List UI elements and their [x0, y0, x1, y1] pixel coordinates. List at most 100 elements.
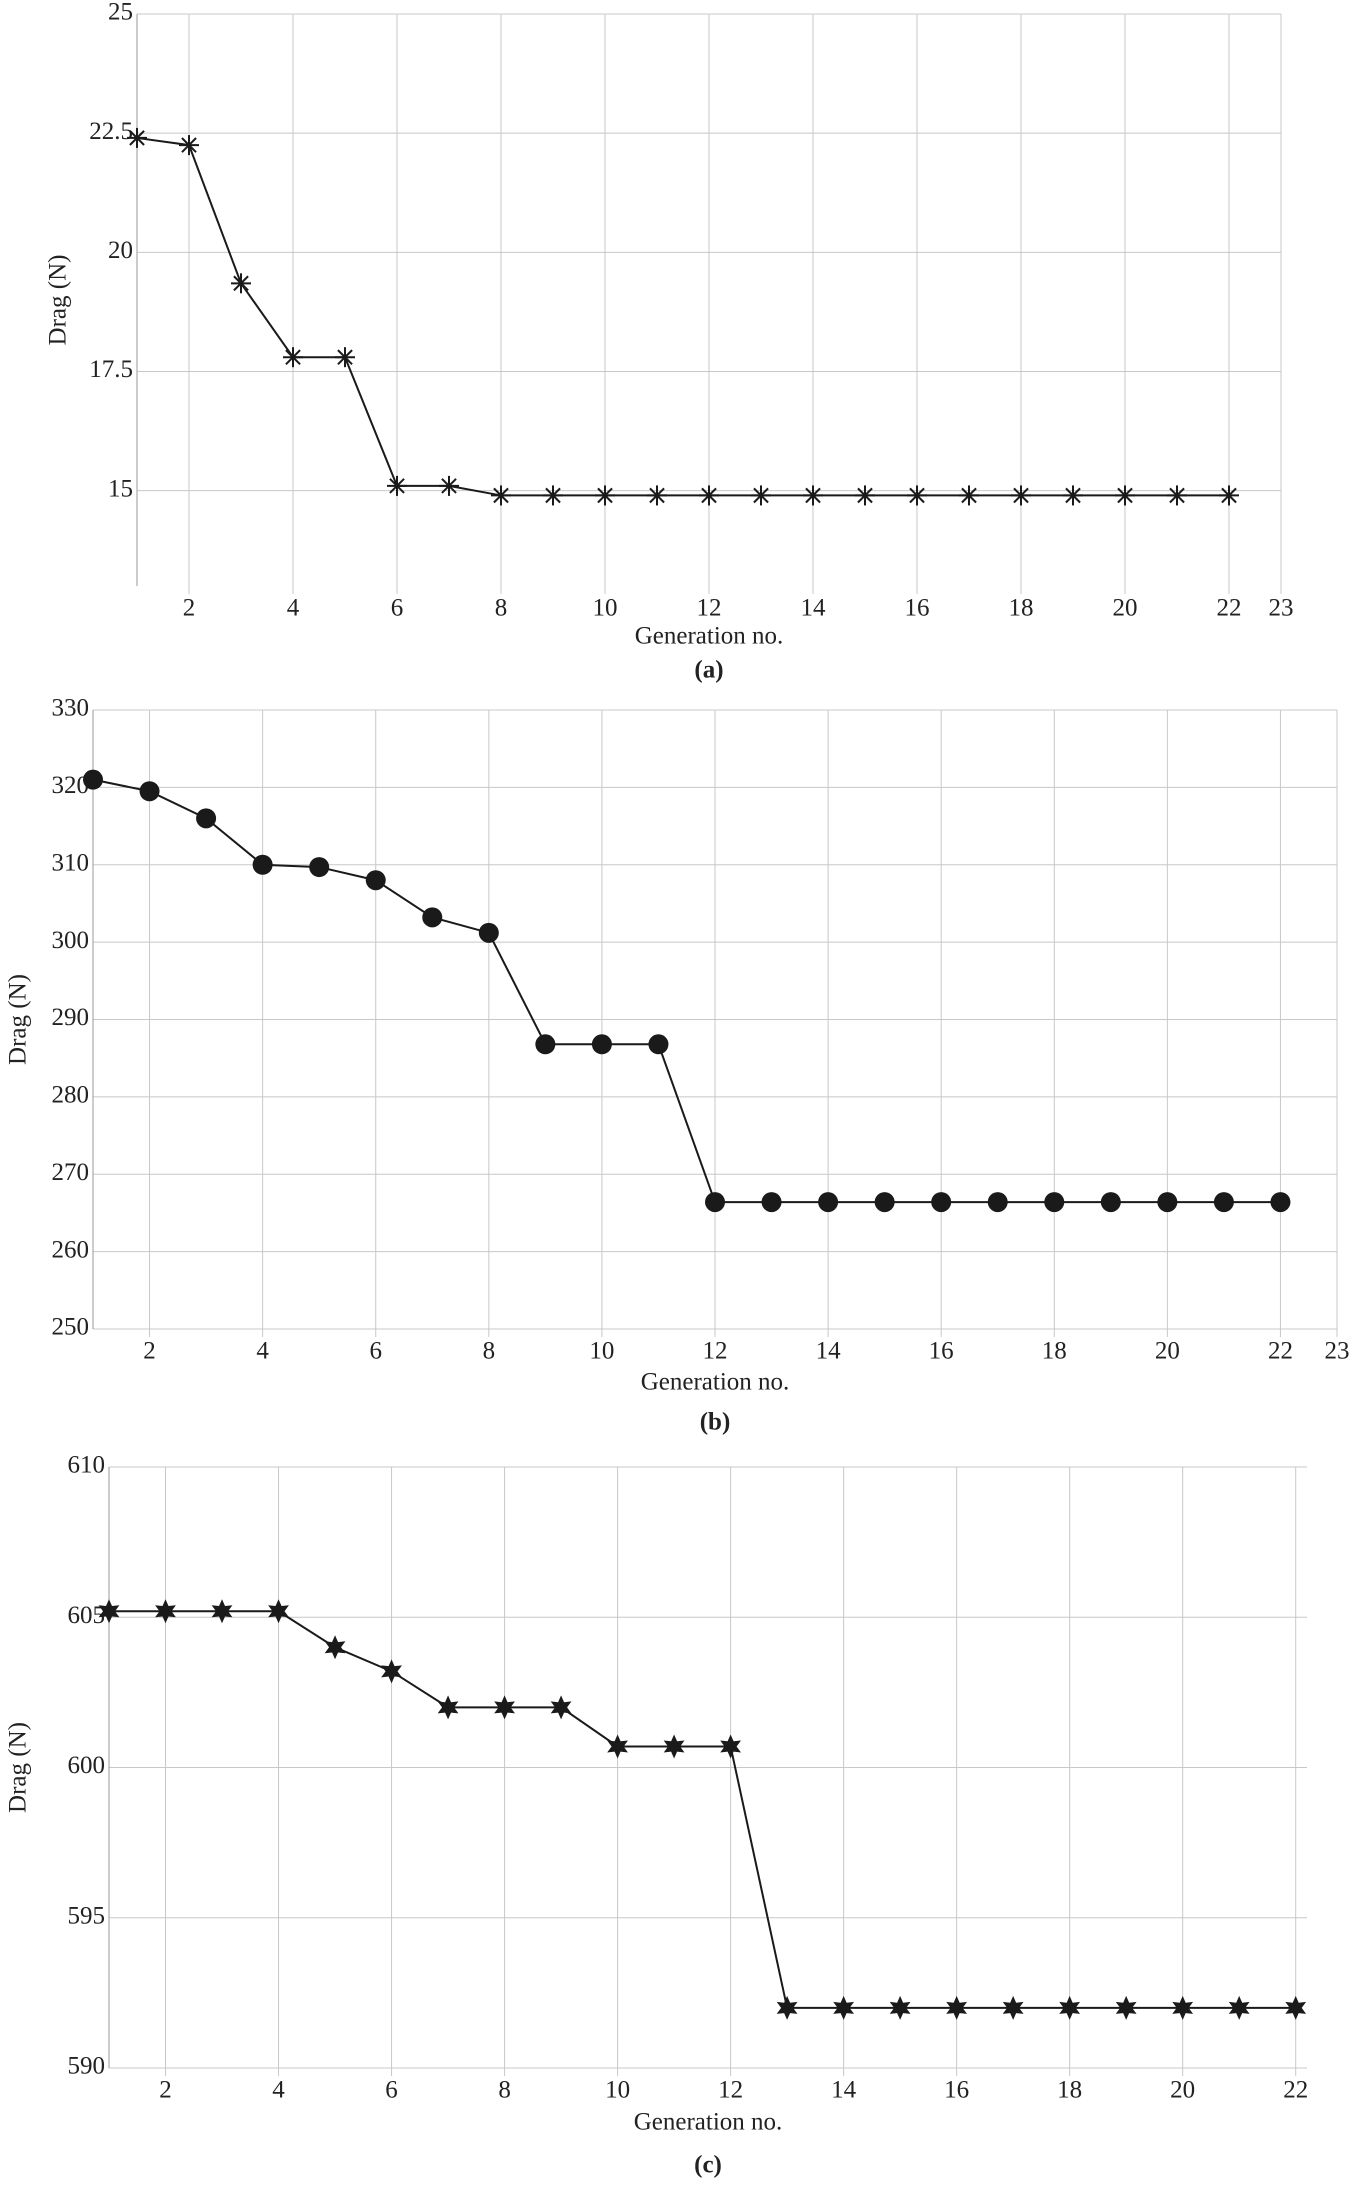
x-tick-label: 4 — [287, 595, 300, 622]
data-point — [127, 127, 147, 148]
data-line — [136, 136, 1229, 497]
x-tick-label: 20 — [1155, 1338, 1180, 1365]
data-point — [705, 1192, 725, 1213]
x-tick-label: 16 — [905, 595, 930, 622]
data-point — [1002, 1995, 1024, 2020]
x-tick-label: 22 — [1217, 595, 1242, 622]
x-tick-label: 6 — [385, 2077, 398, 2104]
y-tick-label: 595 — [68, 1902, 106, 1929]
data-point — [1115, 1995, 1137, 2020]
data-point — [155, 1599, 176, 1624]
data-point — [595, 485, 615, 506]
data-point — [720, 1734, 741, 1759]
data-point — [437, 1695, 459, 1720]
y-tick-label: 600 — [68, 1752, 106, 1779]
data-point — [1044, 1192, 1065, 1213]
panel-label: (a) — [694, 657, 723, 684]
x-axis-label: Generation no. — [634, 2109, 783, 2136]
x-tick-label: 18 — [1057, 2077, 1082, 2104]
x-tick-label: 8 — [498, 2077, 511, 2104]
data-point — [543, 485, 563, 506]
data-point — [439, 475, 459, 496]
y-tick-label: 17.5 — [89, 356, 133, 383]
y-tick-label: 25 — [108, 0, 133, 26]
x-tick-label: 6 — [369, 1338, 382, 1365]
x-tick-label: 14 — [801, 595, 827, 622]
data-point — [855, 485, 875, 506]
data-point — [648, 1034, 669, 1055]
x-tick-label: 12 — [703, 1338, 728, 1365]
x-tick-label: 6 — [391, 595, 404, 622]
x-axis-label: Generation no. — [635, 623, 784, 650]
x-tick-label: 12 — [697, 595, 722, 622]
data-point — [1063, 485, 1083, 506]
data-point — [1115, 485, 1135, 506]
data-point — [1270, 1192, 1291, 1213]
data-point — [1213, 1192, 1234, 1213]
data-point — [591, 1034, 612, 1055]
y-tick-label: 270 — [52, 1159, 90, 1186]
data-point — [98, 1599, 120, 1624]
y-tick-label: 320 — [52, 772, 90, 799]
data-point — [283, 347, 303, 368]
data-point — [252, 854, 273, 875]
x-tick-label: 10 — [605, 2077, 630, 2104]
data-point — [324, 1635, 346, 1660]
y-tick-label: 15 — [108, 475, 133, 502]
data-point — [776, 1995, 798, 2020]
data-point — [889, 1995, 911, 2020]
data-point — [818, 1192, 839, 1213]
y-axis-label: Drag (N) — [5, 974, 32, 1065]
y-axis-label: Drag (N) — [45, 255, 72, 346]
data-point — [1167, 485, 1187, 506]
data-point — [381, 1659, 402, 1684]
data-point — [833, 1995, 855, 2020]
data-line — [92, 778, 1281, 1204]
x-tick-label: 2 — [159, 2077, 172, 2104]
data-point — [179, 135, 199, 156]
x-tick-label: 22 — [1283, 2077, 1308, 2104]
data-point — [550, 1695, 572, 1720]
data-point — [761, 1192, 782, 1213]
x-tick-label: 23 — [1269, 595, 1294, 622]
panel-label: (b) — [700, 1409, 731, 1436]
x-tick-label: 23 — [1325, 1338, 1350, 1365]
data-point — [946, 1995, 968, 2020]
x-tick-label: 2 — [183, 595, 196, 622]
y-tick-label: 290 — [52, 1004, 90, 1031]
data-point — [387, 475, 407, 496]
data-point — [1219, 485, 1239, 506]
y-axis-label: Drag (N) — [5, 1722, 32, 1813]
data-point — [751, 485, 771, 506]
data-point — [139, 781, 160, 802]
data-point — [83, 769, 103, 790]
data-line — [109, 1610, 1296, 2009]
x-tick-label: 16 — [929, 1338, 954, 1365]
data-point — [607, 1734, 628, 1759]
y-tick-label: 605 — [68, 1602, 106, 1629]
x-tick-label: 14 — [831, 2077, 857, 2104]
x-tick-label: 2 — [143, 1338, 156, 1365]
y-tick-label: 20 — [108, 237, 133, 264]
x-tick-label: 22 — [1268, 1338, 1293, 1365]
y-tick-label: 280 — [52, 1082, 90, 1109]
x-tick-label: 18 — [1042, 1338, 1067, 1365]
y-tick-label: 610 — [68, 1452, 106, 1479]
data-point — [1157, 1192, 1178, 1213]
y-tick-label: 330 — [52, 695, 90, 722]
data-point — [907, 485, 927, 506]
x-tick-label: 10 — [589, 1338, 614, 1365]
data-point — [1011, 485, 1031, 506]
data-point — [647, 485, 667, 506]
data-point — [959, 485, 979, 506]
y-tick-label: 22.5 — [89, 118, 133, 145]
data-point — [478, 922, 499, 943]
data-point — [196, 808, 217, 829]
data-point — [874, 1192, 895, 1213]
data-point — [931, 1192, 952, 1213]
data-point — [1228, 1995, 1250, 2020]
panel-label: (c) — [694, 2152, 722, 2179]
data-point — [1059, 1995, 1081, 2020]
